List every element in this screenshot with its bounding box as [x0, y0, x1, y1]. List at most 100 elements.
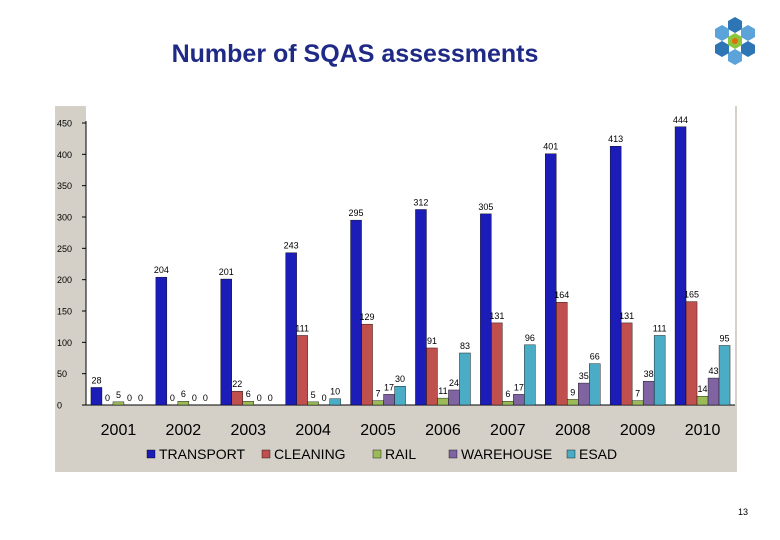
- x-tick-label: 2001: [101, 422, 137, 439]
- data-label: 401: [543, 142, 558, 152]
- data-label: 295: [349, 208, 364, 218]
- bar-cleaning-2007: [491, 322, 503, 406]
- data-label: 10: [330, 387, 340, 397]
- bar-rail-2008: [567, 399, 579, 406]
- data-label: 164: [554, 290, 569, 300]
- y-tick-label: 200: [57, 275, 72, 285]
- data-label: 6: [246, 389, 251, 399]
- legend-swatch-transport: [146, 449, 156, 459]
- x-tick-label: 2008: [555, 422, 591, 439]
- y-tick-label: 0: [57, 401, 62, 411]
- bar-transport-2002: [155, 276, 168, 406]
- bar-esad-2004: [329, 398, 341, 406]
- y-tick-label: 450: [57, 119, 72, 129]
- data-label: 6: [505, 389, 510, 399]
- data-label: 444: [673, 115, 688, 125]
- chart-area: 0 50 100 150 200 250 300 350 400 450 28 0 5 0 0 2001 204…: [55, 106, 737, 472]
- data-label: 22: [232, 379, 242, 389]
- data-label: 243: [284, 241, 299, 251]
- data-label: 305: [478, 202, 493, 212]
- legend-entry-warehouse: WAREHOUSE: [461, 446, 552, 462]
- x-tick-label: 2006: [425, 422, 461, 439]
- legend-entry-cleaning: CLEANING: [274, 446, 346, 462]
- bar-transport-2004: [285, 252, 297, 406]
- bar-esad-2006: [459, 352, 471, 406]
- bar-transport-2010: [674, 126, 687, 406]
- bar-rail-2003: [242, 401, 254, 406]
- data-label: 7: [376, 389, 381, 399]
- bar-cleaning-2005: [361, 323, 373, 406]
- bar-rail-2007: [502, 401, 514, 406]
- x-tick-label: 2003: [230, 422, 266, 439]
- bar-esad-2005: [394, 386, 406, 406]
- data-label: 0: [192, 393, 197, 403]
- data-label: 129: [360, 312, 375, 322]
- data-label: 312: [413, 197, 428, 207]
- data-label: 413: [608, 134, 623, 144]
- legend-swatch-cleaning: [261, 449, 271, 459]
- data-label: 83: [460, 341, 470, 351]
- bar-warehouse-2008: [578, 382, 590, 406]
- bar-cleaning-2003: [231, 391, 243, 406]
- plot-background: [86, 106, 735, 405]
- data-label: 111: [653, 323, 667, 333]
- bar-rail-2005: [372, 400, 384, 406]
- bar-rail-2010: [696, 396, 709, 406]
- data-label: 0: [127, 393, 132, 403]
- bar-rail-2006: [437, 397, 449, 406]
- bar-rail-2002: [177, 401, 190, 406]
- bar-cleaning-2006: [426, 347, 438, 406]
- y-tick-label: 250: [57, 244, 72, 254]
- data-label: 0: [170, 393, 175, 403]
- x-tick-label: 2007: [490, 422, 526, 439]
- page-number: 13: [738, 507, 749, 517]
- legend-swatch-esad: [566, 449, 576, 459]
- data-label: 24: [449, 378, 459, 388]
- bar-transport-2001: [90, 387, 103, 406]
- data-label: 204: [154, 265, 169, 275]
- legend-entry-transport: TRANSPORT: [159, 446, 246, 462]
- bar-rail-2004: [307, 401, 319, 406]
- y-tick-label: 400: [57, 150, 72, 160]
- bar-cleaning-2010: [685, 301, 698, 406]
- legend-entry-esad: ESAD: [579, 446, 617, 462]
- data-label: 11: [438, 386, 447, 396]
- data-label: 43: [709, 366, 719, 376]
- data-label: 95: [720, 333, 730, 343]
- bar-rail-2001: [112, 401, 125, 406]
- data-label: 35: [579, 371, 589, 381]
- data-label: 131: [619, 311, 634, 321]
- logo-icon: [715, 17, 755, 65]
- bar-esad-2009: [653, 335, 666, 406]
- data-label: 96: [525, 333, 535, 343]
- data-label: 0: [105, 393, 110, 403]
- data-label: 28: [91, 375, 101, 385]
- bar-warehouse-2007: [513, 394, 525, 406]
- logo-hexagons: [715, 17, 755, 65]
- data-label: 14: [698, 384, 708, 394]
- bar-transport-2005: [350, 219, 362, 406]
- x-tick-label: 2004: [295, 422, 331, 439]
- bar-esad-2008: [589, 363, 601, 406]
- bar-rail-2009: [631, 400, 644, 406]
- data-label: 30: [395, 374, 405, 384]
- data-label: 131: [489, 311, 504, 321]
- data-label: 91: [427, 336, 437, 346]
- y-tick-label: 100: [57, 338, 72, 348]
- legend-swatch-rail: [372, 449, 382, 459]
- bar-warehouse-2009: [642, 380, 655, 406]
- data-label: 17: [384, 382, 394, 392]
- data-label: 165: [684, 290, 699, 300]
- data-label: 5: [311, 390, 316, 400]
- data-label: 0: [203, 393, 208, 403]
- data-label: 9: [570, 387, 575, 397]
- y-tick-label: 350: [57, 181, 72, 191]
- page-title: Number of SQAS assessments: [171, 40, 539, 68]
- x-tick-label: 2002: [166, 422, 202, 439]
- bar-warehouse-2006: [448, 389, 460, 406]
- bar-esad-2010: [718, 345, 731, 406]
- x-tick-label: 2005: [360, 422, 396, 439]
- bar-warehouse-2005: [383, 394, 395, 406]
- data-label: 6: [181, 389, 186, 399]
- bar-transport-2003: [220, 278, 232, 406]
